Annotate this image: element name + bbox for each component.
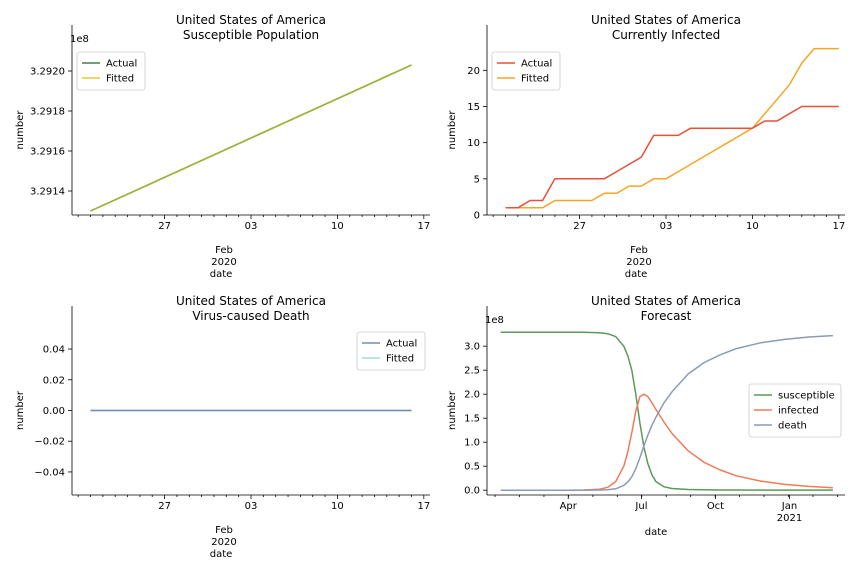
x-tick-label: 03 (245, 221, 258, 232)
x-axis-label: date (210, 549, 233, 560)
x-tick-label: 27 (158, 221, 171, 232)
x-month-label: Feb (215, 525, 233, 536)
y-tick-label: 2.5 (464, 366, 480, 377)
y-tick-label: 0.00 (43, 406, 65, 417)
x-month-label: Feb (630, 245, 648, 256)
x-tick-label: 10 (746, 221, 759, 232)
x-tick-label: 17 (417, 221, 430, 232)
legend-entry: susceptible (778, 391, 835, 402)
legend-entry: Actual (521, 59, 552, 70)
y-tick-label: 3.2920 (30, 67, 65, 78)
y-tick-label: 3.2916 (30, 147, 65, 158)
chart-subtitle: Susceptible Population (183, 28, 319, 42)
legend-entry: infected (778, 406, 819, 417)
legend: Actual Fitted (356, 331, 426, 371)
y-tick-label: 1.0 (464, 438, 480, 449)
y-tick-label: 0.0 (464, 486, 480, 497)
legend-entry: death (778, 421, 807, 432)
y-scale-label: 1e8 (70, 34, 89, 45)
x-tick-label: 10 (331, 221, 344, 232)
y-axis-label: number (15, 110, 26, 150)
y-tick-label: 20 (467, 66, 480, 77)
y-tick-label: 3.0 (464, 342, 480, 353)
x-tick-label: Apr (560, 501, 578, 512)
y-tick-label: −0.02 (34, 437, 65, 448)
y-tick-label: 3.2918 (30, 107, 65, 118)
series-line-overlap (90, 64, 412, 212)
legend-box (748, 383, 842, 438)
x-axis-label: date (645, 527, 668, 538)
x-axis-label: date (625, 269, 648, 280)
x-tick-label: 27 (573, 221, 586, 232)
y-tick-label: 0 (474, 211, 480, 222)
y-axis-label: number (447, 110, 458, 150)
legend-entry: Fitted (521, 74, 549, 85)
legend-entry: Actual (386, 339, 417, 350)
y-tick-label: 15 (467, 102, 480, 113)
y-tick-label: 0.04 (43, 345, 65, 356)
legend-box (356, 331, 426, 371)
y-tick-label: 10 (467, 138, 480, 149)
x-year-label: 2021 (777, 513, 802, 524)
series-line-fitted (505, 47, 839, 209)
x-tick-label: 03 (245, 501, 258, 512)
x-tick-label: Jul (634, 501, 647, 512)
chart-title: United States of America (176, 13, 326, 27)
y-axis-label: number (15, 390, 26, 430)
y-tick-label: 5 (474, 174, 480, 185)
chart-subtitle: Forecast (641, 309, 692, 323)
x-tick-label: 17 (417, 501, 430, 512)
legend: susceptible infected death (748, 383, 842, 438)
legend: Actual Fitted (491, 51, 561, 91)
x-year-label: 2020 (211, 257, 236, 268)
legend-entry: Actual (106, 59, 137, 70)
y-axis-label: number (447, 390, 458, 430)
x-tick-label: 03 (660, 221, 673, 232)
chart-subtitle: Currently Infected (612, 28, 720, 42)
x-year-label: 2020 (211, 537, 236, 548)
x-tick-label: 17 (832, 221, 845, 232)
chart-title: United States of America (591, 13, 741, 27)
series-line-death (500, 334, 833, 491)
chart-subtitle: Virus-caused Death (192, 309, 309, 323)
y-tick-label: 3.2914 (30, 187, 65, 198)
x-year-label: 2020 (626, 257, 651, 268)
x-axis-label: date (210, 269, 233, 280)
y-tick-label: −0.04 (34, 467, 65, 478)
series-line-actual (505, 105, 839, 209)
x-tick-label: 27 (158, 501, 171, 512)
y-tick-label: 0.5 (464, 462, 480, 473)
legend: Actual Fitted (76, 51, 146, 91)
x-tick-label: Jan (781, 501, 797, 512)
chart-title: United States of America (176, 294, 326, 308)
legend-entry: Fitted (106, 74, 134, 85)
legend-box (76, 51, 146, 91)
chart-title: United States of America (591, 294, 741, 308)
x-tick-label: 10 (331, 501, 344, 512)
y-scale-label: 1e8 (485, 315, 504, 326)
legend-entry: Fitted (386, 354, 414, 365)
x-month-label: Feb (215, 245, 233, 256)
x-tick-label: Oct (707, 501, 724, 512)
y-tick-label: 0.02 (43, 375, 65, 386)
y-tick-label: 1.5 (464, 414, 480, 425)
legend-box (491, 51, 561, 91)
y-tick-label: 2.0 (464, 390, 480, 401)
